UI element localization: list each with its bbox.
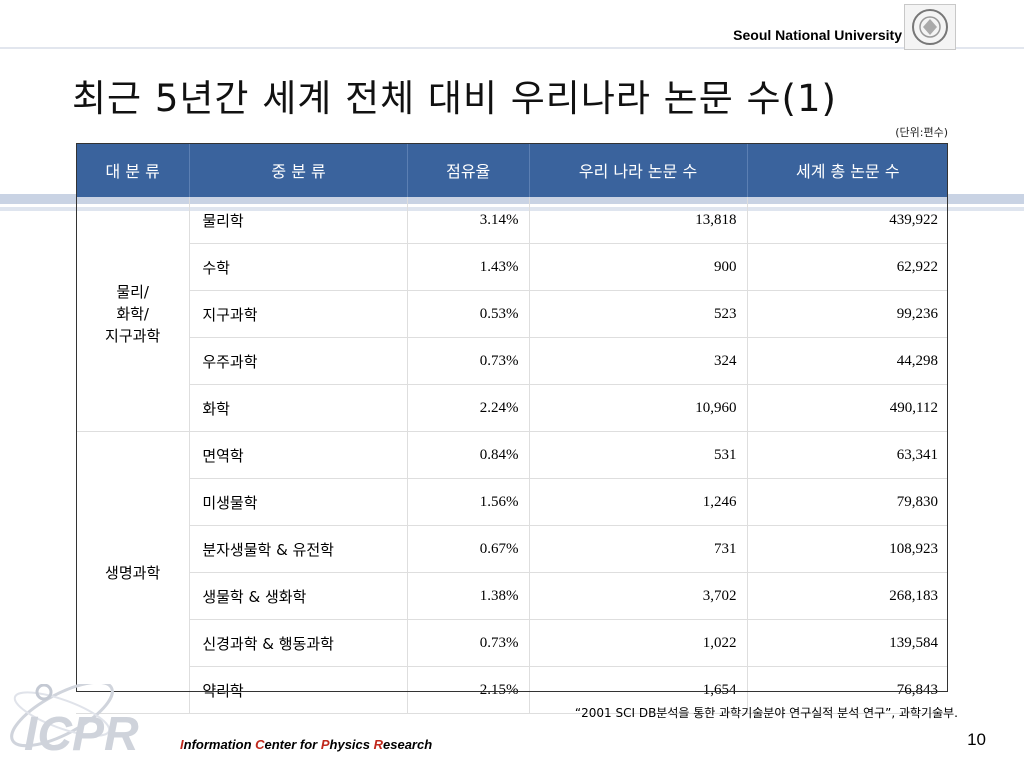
org-initial: I bbox=[180, 737, 184, 752]
korea-count-cell: 523 bbox=[529, 290, 748, 338]
world-count-cell: 268,183 bbox=[747, 572, 948, 620]
seal-icon bbox=[912, 9, 948, 45]
korea-count-cell: 1,654 bbox=[529, 666, 748, 714]
korea-count-cell: 324 bbox=[529, 337, 748, 385]
korea-count-cell: 531 bbox=[529, 431, 748, 479]
sub-category-cell: 지구과학 bbox=[189, 290, 408, 338]
share-cell: 0.67% bbox=[407, 525, 530, 573]
world-count-cell: 108,923 bbox=[747, 525, 948, 573]
share-cell: 3.14% bbox=[407, 197, 530, 244]
footer-org-name: Information Center for Physics Research bbox=[180, 737, 432, 752]
column-header-major: 대 분 류 bbox=[76, 143, 191, 197]
share-cell: 0.73% bbox=[407, 337, 530, 385]
university-name: Seoul National University bbox=[733, 27, 902, 43]
table-row: 생물학 & 생화학 1.38% 3,702 268,183 bbox=[76, 572, 948, 620]
korea-count-cell: 3,702 bbox=[529, 572, 748, 620]
share-cell: 1.38% bbox=[407, 572, 530, 620]
world-count-cell: 79,830 bbox=[747, 478, 948, 526]
org-word: nformation bbox=[183, 737, 256, 752]
world-count-cell: 63,341 bbox=[747, 431, 948, 479]
sub-category-cell: 신경과학 & 행동과학 bbox=[189, 619, 408, 667]
share-cell: 1.56% bbox=[407, 478, 530, 526]
table-row: 물리/ 화학/ 지구과학 물리학 3.14% 13,818 439,922 bbox=[76, 197, 948, 432]
sub-category-cell: 약리학 bbox=[189, 666, 408, 714]
sub-category-cell: 물리학 bbox=[189, 197, 408, 244]
org-word: hysics bbox=[329, 737, 374, 752]
unit-note: (단위:편수) bbox=[895, 126, 948, 139]
share-cell: 2.15% bbox=[407, 666, 530, 714]
column-header-world-count: 세계 총 논문 수 bbox=[747, 143, 948, 197]
world-count-cell: 99,236 bbox=[747, 290, 948, 338]
world-count-cell: 139,584 bbox=[747, 619, 948, 667]
org-word: esearch bbox=[383, 737, 433, 752]
header-divider bbox=[0, 47, 1024, 49]
icpr-logo-text: ICPR bbox=[24, 708, 139, 756]
university-logo bbox=[904, 4, 956, 50]
korea-count-cell: 1,022 bbox=[529, 619, 748, 667]
icpr-logo: ICPR bbox=[4, 680, 180, 761]
org-word: enter for bbox=[264, 737, 321, 752]
korea-count-cell: 13,818 bbox=[529, 197, 748, 244]
korea-count-cell: 10,960 bbox=[529, 384, 748, 432]
table-row: 지구과학 0.53% 523 99,236 bbox=[76, 290, 948, 338]
share-cell: 1.43% bbox=[407, 243, 530, 291]
sub-category-cell: 생물학 & 생화학 bbox=[189, 572, 408, 620]
sub-category-cell: 분자생물학 & 유전학 bbox=[189, 525, 408, 573]
column-header-sub: 중 분 류 bbox=[189, 143, 408, 197]
share-cell: 0.84% bbox=[407, 431, 530, 479]
table-row: 분자생물학 & 유전학 0.67% 731 108,923 bbox=[76, 525, 948, 573]
korea-count-cell: 1,246 bbox=[529, 478, 748, 526]
major-category-cell: 생명과학 bbox=[76, 431, 191, 714]
table-row: 신경과학 & 행동과학 0.73% 1,022 139,584 bbox=[76, 619, 948, 667]
world-count-cell: 62,922 bbox=[747, 243, 948, 291]
table-row: 약리학 2.15% 1,654 76,843 bbox=[76, 666, 948, 714]
table-row: 수학 1.43% 900 62,922 bbox=[76, 243, 948, 291]
korea-count-cell: 731 bbox=[529, 525, 748, 573]
table-header-row: 대 분 류 중 분 류 점유율 우리 나라 논문 수 세계 총 논문 수 bbox=[76, 143, 948, 197]
korea-count-cell: 900 bbox=[529, 243, 748, 291]
share-cell: 2.24% bbox=[407, 384, 530, 432]
source-citation: “2001 SCI DB분석을 통한 과학기술분야 연구실적 분석 연구”, 과… bbox=[574, 706, 958, 720]
paper-count-table: 대 분 류 중 분 류 점유율 우리 나라 논문 수 세계 총 논문 수 물리/… bbox=[76, 143, 948, 714]
world-count-cell: 439,922 bbox=[747, 197, 948, 244]
slide-title: 최근 5년간 세계 전체 대비 우리나라 논문 수(1) bbox=[72, 77, 837, 120]
page-number: 10 bbox=[967, 730, 986, 749]
major-category-cell: 물리/ 화학/ 지구과학 bbox=[76, 197, 191, 432]
table-row: 우주과학 0.73% 324 44,298 bbox=[76, 337, 948, 385]
world-count-cell: 44,298 bbox=[747, 337, 948, 385]
sub-category-cell: 수학 bbox=[189, 243, 408, 291]
table-body: 물리/ 화학/ 지구과학 물리학 3.14% 13,818 439,922 수학 1.43%… bbox=[76, 197, 948, 714]
share-cell: 0.53% bbox=[407, 290, 530, 338]
column-header-korea-count: 우리 나라 논문 수 bbox=[529, 143, 748, 197]
orbit-logo-icon: ICPR bbox=[10, 680, 139, 761]
org-initial: R bbox=[373, 737, 384, 752]
world-count-cell: 490,112 bbox=[747, 384, 948, 432]
table-row: 화학 2.24% 10,960 490,112 bbox=[76, 384, 948, 432]
sub-category-cell: 면역학 bbox=[189, 431, 408, 479]
share-cell: 0.73% bbox=[407, 619, 530, 667]
column-header-share: 점유율 bbox=[407, 143, 530, 197]
table-row: 미생물학 1.56% 1,246 79,830 bbox=[76, 478, 948, 526]
org-initial: P bbox=[320, 737, 330, 752]
sub-category-cell: 미생물학 bbox=[189, 478, 408, 526]
sub-category-cell: 우주과학 bbox=[189, 337, 408, 385]
table-row: 생명과학 면역학 0.84% 531 63,341 bbox=[76, 431, 948, 714]
org-initial: C bbox=[255, 737, 265, 752]
sub-category-cell: 화학 bbox=[189, 384, 408, 432]
world-count-cell: 76,843 bbox=[747, 666, 948, 714]
